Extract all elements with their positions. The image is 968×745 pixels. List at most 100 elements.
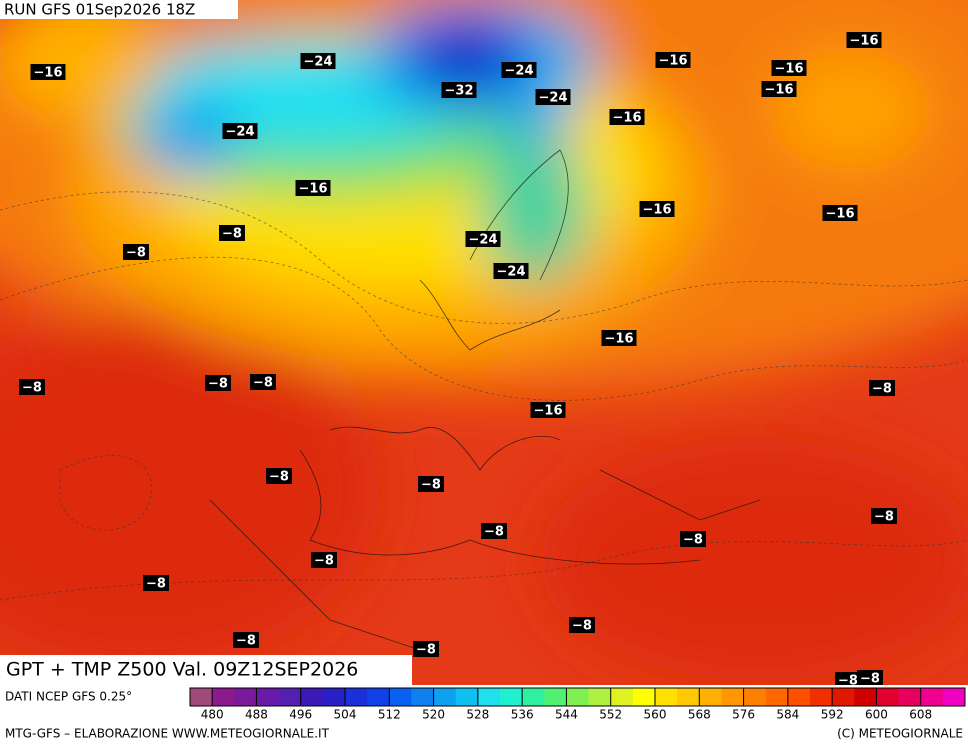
temperature-label: −24 (465, 231, 501, 248)
colorbar-tick-label: 520 (422, 708, 445, 722)
label-box (441, 82, 477, 98)
footer-right: (C) METEOGIORNALE (837, 727, 963, 741)
colorbar-swatch (234, 688, 257, 706)
label-text: −8 (416, 643, 436, 658)
label-text: −8 (222, 227, 242, 242)
label-text: −16 (826, 207, 855, 222)
colorbar-swatch (345, 688, 368, 706)
label-text: −24 (226, 125, 255, 140)
label-text: −8 (269, 470, 289, 485)
colorbar-tick-label: 600 (865, 708, 888, 722)
label-text: −8 (253, 376, 273, 391)
label-box (846, 32, 882, 48)
colorbar-swatch (566, 688, 590, 706)
colorbar-tick-label: 488 (245, 708, 268, 722)
colorbar-tick-label: 496 (289, 708, 312, 722)
label-text: −16 (299, 182, 328, 197)
label-box (530, 402, 566, 418)
label-box (123, 244, 149, 260)
colorbar-swatch (544, 688, 567, 706)
temperature-label: −16 (639, 201, 675, 218)
colorbar-tick-label: 504 (334, 708, 357, 722)
temperature-label: −8 (857, 670, 883, 687)
label-text: −8 (421, 478, 441, 493)
label-box (493, 263, 529, 279)
label-box (771, 60, 807, 76)
label-text: −16 (659, 54, 688, 69)
temperature-label: −24 (493, 263, 529, 280)
colorbar-tick-label: 608 (909, 708, 932, 722)
label-text: −8 (146, 577, 166, 592)
temperature-label: −8 (233, 632, 259, 649)
label-box (822, 205, 858, 221)
label-text: −8 (572, 619, 592, 634)
temperature-label: −16 (771, 60, 807, 77)
temperature-label: −8 (418, 476, 444, 493)
temperature-label: −24 (535, 89, 571, 106)
label-text: −16 (534, 404, 563, 419)
label-box (609, 109, 645, 125)
label-text: −32 (445, 84, 474, 99)
temperature-label: −8 (123, 244, 149, 261)
colorbar-swatch (322, 688, 346, 706)
colorbar-swatch (610, 688, 634, 706)
colorbar-tick-label: 528 (466, 708, 489, 722)
label-text: −24 (505, 64, 534, 79)
colorbar-tick-label: 576 (732, 708, 755, 722)
label-box (219, 225, 245, 241)
colorbar-swatch (256, 688, 280, 706)
colorbar-tick-label: 584 (776, 708, 799, 722)
label-text: −8 (484, 525, 504, 540)
colorbar-swatch (500, 688, 523, 706)
label-text: −24 (497, 265, 526, 280)
colorbar-swatch (942, 688, 966, 706)
temperature-label: −8 (680, 531, 706, 548)
label-text: −16 (765, 83, 794, 98)
colorbar-tick-label: 544 (555, 708, 578, 722)
temperature-label: −24 (501, 62, 537, 79)
label-box (295, 180, 331, 196)
colorbar-swatch (190, 688, 213, 706)
label-box (871, 508, 897, 524)
label-box (835, 672, 861, 688)
label-text: −24 (539, 91, 568, 106)
label-text: −24 (304, 55, 333, 70)
label-box (266, 468, 292, 484)
colorbar-swatch (632, 688, 656, 706)
label-text: −24 (469, 233, 498, 248)
temperature-label: −16 (761, 81, 797, 98)
label-box (205, 375, 231, 391)
label-box (535, 89, 571, 105)
label-text: −8 (874, 510, 894, 525)
title-box (0, 655, 412, 685)
colorbar-tick-label: 536 (511, 708, 534, 722)
temperature-label: −8 (311, 552, 337, 569)
colorbar: 480 488 496 504 512 520 528 536 544 552 560 568 576 5… (189, 687, 966, 722)
colorbar-swatch (455, 688, 479, 706)
label-text: −8 (838, 674, 858, 689)
label-box (413, 641, 439, 657)
colorbar-swatch (588, 688, 612, 706)
colorbar-swatch (522, 688, 545, 706)
colorbar-swatch (854, 688, 877, 706)
label-text: −8 (22, 381, 42, 396)
label-text: −8 (208, 377, 228, 392)
run-label: RUN GFS 01Sep2026 18Z (4, 1, 195, 19)
temperature-label: −16 (30, 64, 66, 81)
colorbar-swatch (810, 688, 833, 706)
colorbar-tick-label: 480 (201, 708, 224, 722)
label-text: −8 (683, 533, 703, 548)
temperature-label: −16 (822, 205, 858, 222)
label-text: −16 (605, 332, 634, 347)
temperature-label: −32 (441, 82, 477, 99)
colorbar-swatch (920, 688, 944, 706)
label-box (680, 531, 706, 547)
colorbar-swatch (677, 688, 700, 706)
label-box (857, 670, 883, 686)
colorbar-swatch (411, 688, 435, 706)
temperature-label: −8 (19, 379, 45, 396)
label-box (30, 64, 66, 80)
label-box (601, 330, 637, 346)
colorbar-swatch (765, 688, 789, 706)
